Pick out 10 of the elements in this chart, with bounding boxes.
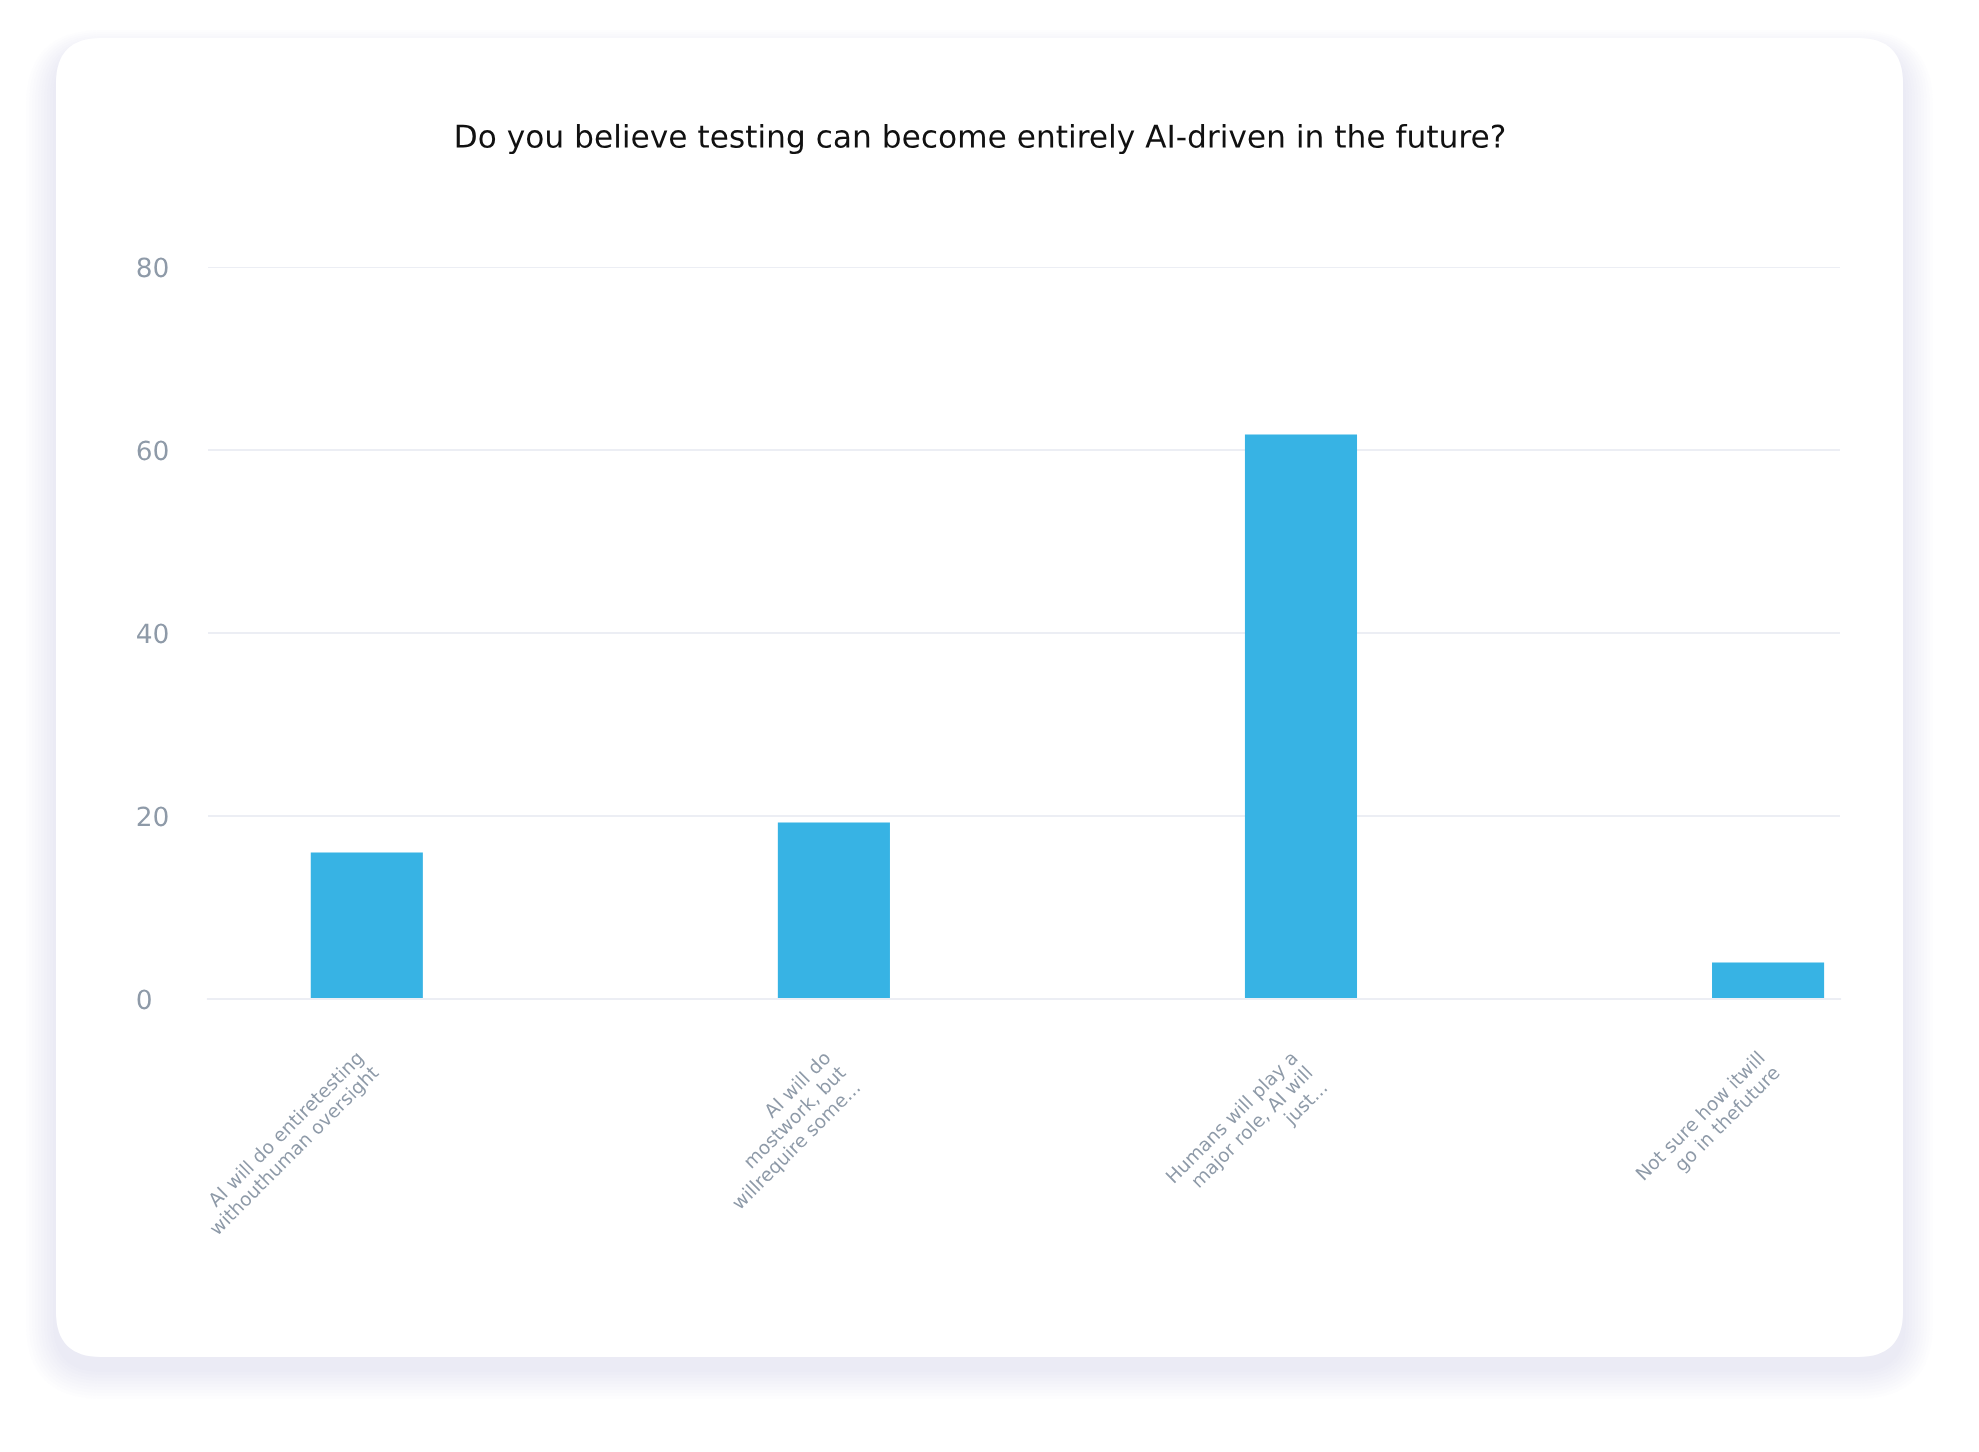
bar bbox=[777, 822, 890, 999]
bar bbox=[1712, 962, 1825, 999]
y-tick-label: 20 bbox=[137, 806, 168, 827]
y-tick-label: 40 bbox=[137, 623, 168, 644]
y-tick-label: 60 bbox=[137, 440, 168, 461]
bar bbox=[1244, 434, 1358, 999]
y-tick-label: 80 bbox=[137, 257, 168, 278]
bar bbox=[310, 852, 423, 999]
chart-title: Do you believe testing can become entirely AI-driven in the future? bbox=[456, 123, 1505, 155]
y-tick-label: 0 bbox=[137, 989, 151, 1010]
